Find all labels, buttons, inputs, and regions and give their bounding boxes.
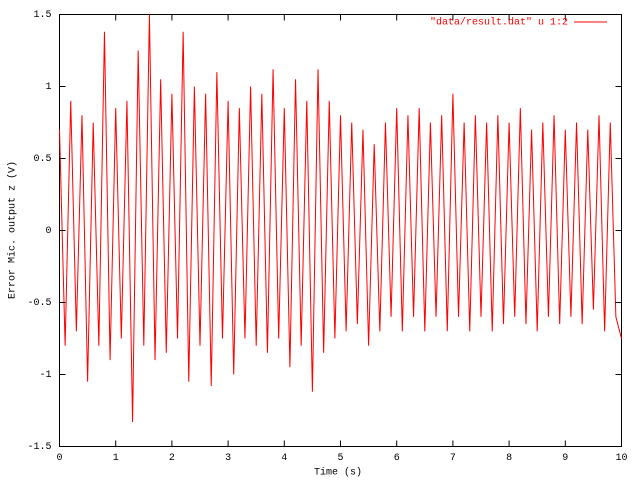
x-tick-label: 1 bbox=[113, 453, 119, 464]
x-tick-label: 6 bbox=[394, 453, 400, 464]
x-tick-label: 3 bbox=[225, 453, 231, 464]
x-tick-label: 7 bbox=[450, 453, 456, 464]
y-tick-label: -0.5 bbox=[27, 298, 51, 309]
x-tick-label: 4 bbox=[281, 453, 287, 464]
x-tick-label: 8 bbox=[506, 453, 512, 464]
legend-label: "data/result.dat" u 1:2 bbox=[430, 17, 568, 29]
x-tick-label: 9 bbox=[562, 453, 568, 464]
x-tick-label: 5 bbox=[337, 453, 343, 464]
y-axis-label: Error Mic. output z (V) bbox=[7, 161, 19, 299]
y-tick-label: 1 bbox=[45, 82, 51, 93]
data-line bbox=[59, 14, 622, 423]
y-tick-label: -1.5 bbox=[27, 442, 51, 453]
plot-frame bbox=[59, 14, 622, 447]
y-tick-label: 1.5 bbox=[33, 10, 51, 21]
x-axis-label: Time (s) bbox=[314, 467, 362, 479]
y-tick-label: 0 bbox=[45, 226, 51, 237]
y-tick-label: 0.5 bbox=[33, 154, 51, 165]
x-tick-label: 10 bbox=[615, 453, 627, 464]
y-tick-label: -1 bbox=[39, 370, 51, 381]
x-tick-label: 2 bbox=[169, 453, 175, 464]
x-tick-label: 0 bbox=[56, 453, 62, 464]
